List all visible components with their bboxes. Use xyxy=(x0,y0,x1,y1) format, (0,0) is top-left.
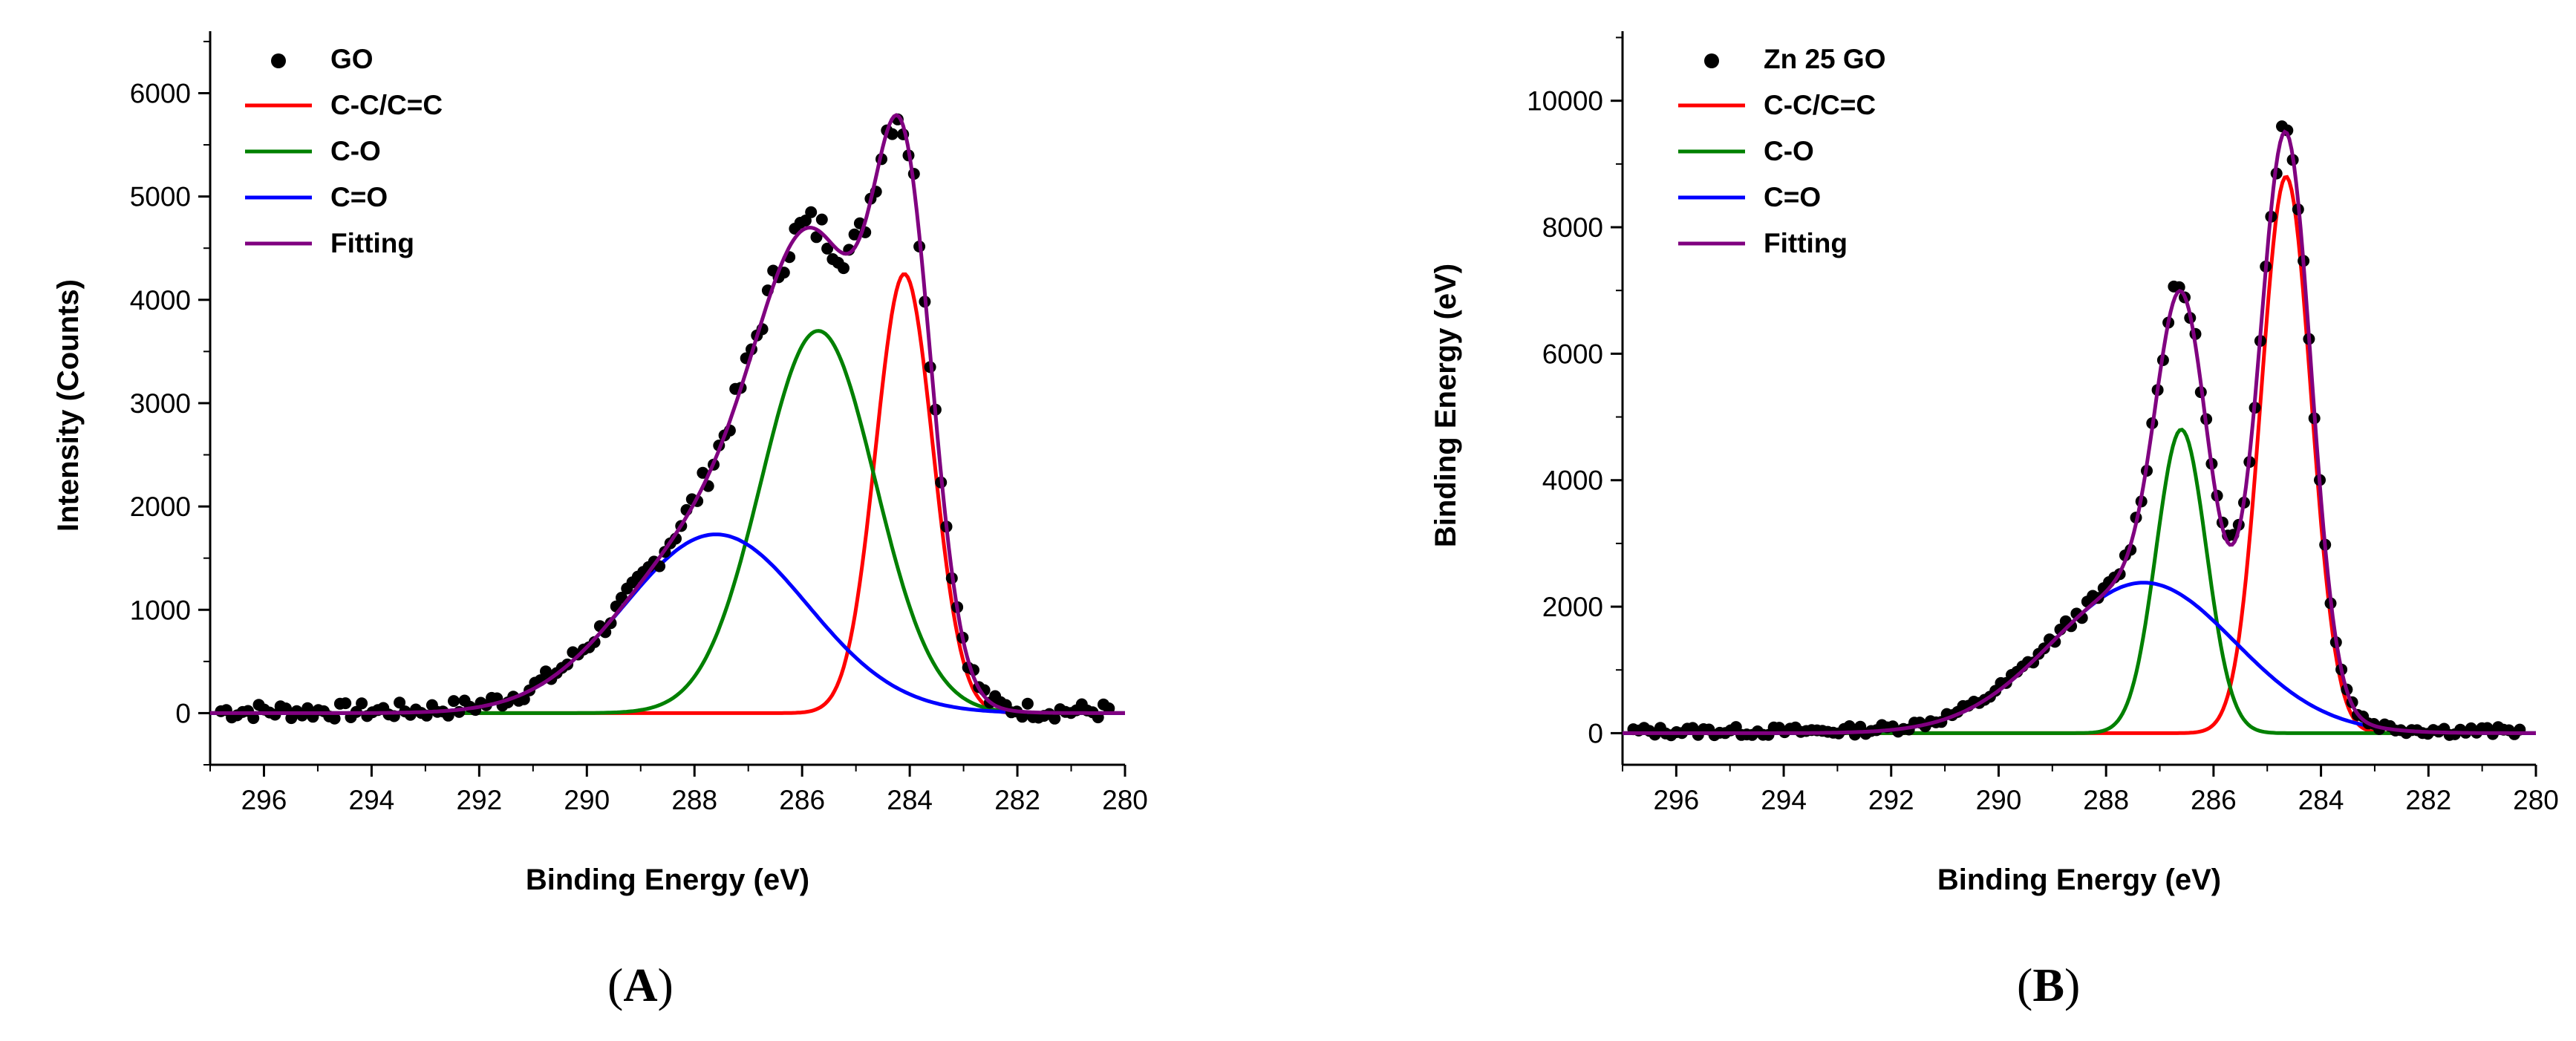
legend-label: C-O xyxy=(1764,136,1814,166)
y-tick-label: 3000 xyxy=(130,388,191,419)
chart-a: 296 294 292 290 288 286 284 282 280 0 1000 2000 3000… xyxy=(52,31,1148,896)
data-point xyxy=(339,697,352,710)
data-point xyxy=(301,702,314,714)
panel-label-a: (A) xyxy=(607,959,674,1011)
legend-label: Fitting xyxy=(1764,228,1848,258)
x-tick-label: 294 xyxy=(1761,785,1807,815)
x-tick-label: 290 xyxy=(564,785,610,815)
legend-marker xyxy=(1704,53,1719,68)
data-point xyxy=(821,242,834,255)
legend-label: C-O xyxy=(330,136,381,166)
component-curve-c-c-c-c xyxy=(1623,174,2536,735)
y-tick-label: 8000 xyxy=(1542,212,1603,243)
y-tick-label: 6000 xyxy=(130,78,191,108)
legend-label: Zn 25 GO xyxy=(1764,44,1885,74)
y-tick-label: 5000 xyxy=(130,182,191,212)
y-tick-label: 2000 xyxy=(1542,592,1603,622)
legend-label: Fitting xyxy=(330,228,414,258)
data-point xyxy=(356,697,368,710)
data-point xyxy=(1843,720,1856,732)
y-tick-label: 2000 xyxy=(130,492,191,522)
y-axis-title: Binding Energy (eV) xyxy=(1429,264,1462,547)
x-tick-label: 280 xyxy=(2513,785,2559,815)
data-point xyxy=(810,231,823,244)
data-point xyxy=(394,696,406,709)
x-tick-label: 286 xyxy=(2191,785,2237,815)
x-axis-title: Binding Energy (eV) xyxy=(526,864,809,896)
legend-label: C-C/C=C xyxy=(1764,90,1876,120)
x-tick-label: 290 xyxy=(1976,785,2022,815)
component-curve-c-o xyxy=(210,329,1125,715)
legend-label: C=O xyxy=(1764,182,1821,212)
component-curve-c-o xyxy=(1623,581,2536,735)
chart-b: 296 294 292 290 288 286 284 282 280 0 2000 4000 6000… xyxy=(1429,31,2559,896)
data-point xyxy=(588,636,601,648)
data-points xyxy=(1627,120,2526,742)
data-point xyxy=(2065,620,2078,633)
fitting-curve xyxy=(210,113,1125,715)
panel-label-b: (B) xyxy=(2017,959,2081,1011)
x-tick-label: 296 xyxy=(241,785,287,815)
x-axis-title: Binding Energy (eV) xyxy=(1937,864,2221,896)
data-point xyxy=(328,712,341,725)
component-curve-c-c-c-c xyxy=(210,272,1125,715)
x-tick-label: 284 xyxy=(2298,785,2344,815)
y-axis-title: Intensity (Counts) xyxy=(52,279,85,532)
data-point xyxy=(815,213,828,226)
x-tick-label: 294 xyxy=(349,785,395,815)
fitting-curve xyxy=(1623,129,2536,735)
data-point xyxy=(886,128,899,140)
x-tick-label: 280 xyxy=(1102,785,1148,815)
x-tick-label: 288 xyxy=(2083,785,2129,815)
y-tick-label: 4000 xyxy=(130,285,191,316)
data-point xyxy=(848,228,861,241)
y-tick-label: 6000 xyxy=(1542,339,1603,369)
component-curve-c-o xyxy=(1623,427,2536,735)
x-tick-label: 288 xyxy=(671,785,717,815)
data-point xyxy=(697,466,709,479)
y-tick-label: 0 xyxy=(1588,718,1603,748)
legend-label: C=O xyxy=(330,182,388,212)
x-tick-label: 282 xyxy=(2405,785,2451,815)
x-tick-label: 292 xyxy=(456,785,502,815)
legend-marker xyxy=(271,53,286,68)
y-tick-label: 0 xyxy=(175,698,191,728)
x-tick-label: 296 xyxy=(1653,785,1699,815)
legend-label: C-C/C=C xyxy=(330,90,443,120)
data-point xyxy=(1049,712,1061,725)
y-tick-label: 10000 xyxy=(1527,86,1603,117)
data-point xyxy=(1021,697,1034,710)
x-tick-label: 292 xyxy=(1868,785,1914,815)
y-tick-label: 1000 xyxy=(130,595,191,625)
data-point xyxy=(805,206,818,218)
x-tick-label: 284 xyxy=(887,785,933,815)
data-point xyxy=(247,712,260,725)
x-tick-label: 286 xyxy=(779,785,825,815)
x-tick-label: 282 xyxy=(994,785,1040,815)
legend-label: GO xyxy=(330,44,374,74)
data-point xyxy=(838,262,850,275)
data-point xyxy=(448,695,460,708)
y-tick-label: 4000 xyxy=(1542,466,1603,496)
